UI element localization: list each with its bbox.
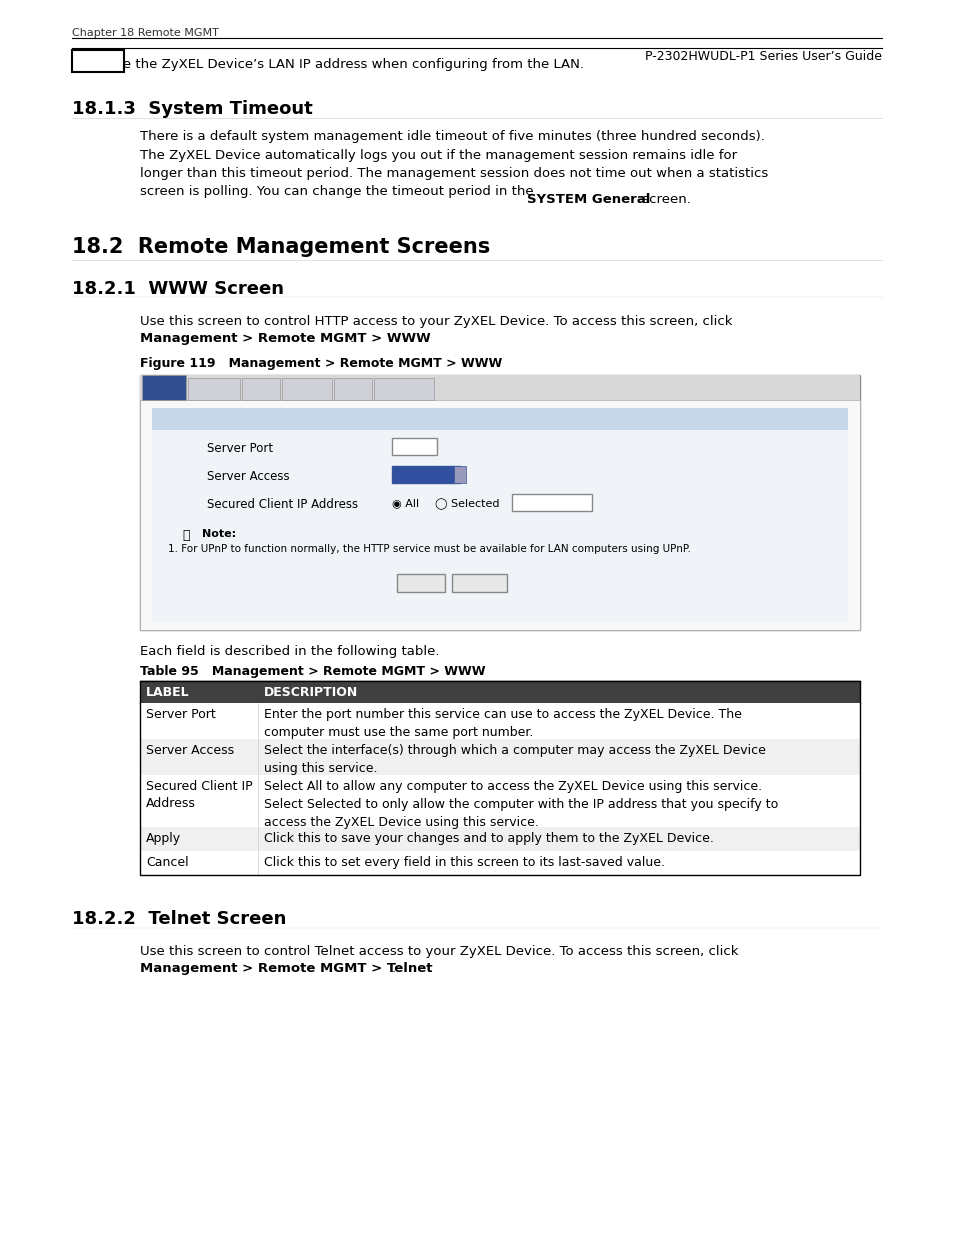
Text: Cancel: Cancel: [459, 578, 497, 588]
Text: Chapter 18 Remote MGMT: Chapter 18 Remote MGMT: [71, 28, 218, 38]
Text: Cancel: Cancel: [146, 856, 189, 869]
Text: SNMP: SNMP: [292, 383, 321, 393]
Bar: [140, 776, 859, 827]
Text: DESCRIPTION: DESCRIPTION: [264, 685, 358, 699]
Text: 18.2.2  Telnet Screen: 18.2.2 Telnet Screen: [71, 910, 286, 927]
Text: Telnet: Telnet: [198, 383, 230, 393]
Bar: [282, 378, 332, 400]
Text: Note:: Note:: [202, 529, 236, 538]
Bar: [374, 378, 434, 400]
Bar: [140, 680, 859, 703]
Bar: [152, 408, 847, 622]
Text: Management > Remote MGMT > WWW: Management > Remote MGMT > WWW: [140, 332, 431, 345]
Bar: [392, 466, 459, 483]
Text: Server Access: Server Access: [207, 471, 290, 483]
Bar: [140, 739, 859, 776]
Text: screen.: screen.: [638, 193, 690, 206]
Text: LAN & WAN: LAN & WAN: [395, 469, 455, 479]
Text: 18.1.3  System Timeout: 18.1.3 System Timeout: [71, 100, 313, 119]
Bar: [140, 851, 859, 876]
Text: Select the interface(s) through which a computer may access the ZyXEL Device
usi: Select the interface(s) through which a …: [264, 743, 765, 776]
Text: ◉ All: ◉ All: [392, 498, 418, 508]
Text: LABEL: LABEL: [146, 685, 190, 699]
Bar: [140, 375, 859, 400]
Bar: [392, 438, 436, 454]
Text: Table 95   Management > Remote MGMT > WWW: Table 95 Management > Remote MGMT > WWW: [140, 664, 485, 678]
Text: Figure 119   Management > Remote MGMT > WWW: Figure 119 Management > Remote MGMT > WW…: [140, 357, 501, 370]
Bar: [140, 680, 859, 876]
Text: Apply: Apply: [405, 578, 436, 588]
Text: Management > Remote MGMT > Telnet: Management > Remote MGMT > Telnet: [140, 962, 432, 974]
Text: .: .: [392, 962, 395, 974]
Text: WWW: WWW: [162, 412, 201, 426]
Text: 210: 210: [77, 49, 118, 69]
Text: Security: Security: [382, 383, 425, 393]
Text: Click this to set every field in this screen to its last-saved value.: Click this to set every field in this sc…: [264, 856, 664, 869]
Text: Use this screen to control Telnet access to your ZyXEL Device. To access this sc: Use this screen to control Telnet access…: [140, 945, 738, 958]
Text: •  Use the ZyXEL Device’s LAN IP address when configuring from the LAN.: • Use the ZyXEL Device’s LAN IP address …: [90, 58, 583, 70]
Bar: [334, 378, 372, 400]
Text: ▼: ▼: [456, 471, 461, 477]
Text: Use this screen to control HTTP access to your ZyXEL Device. To access this scre: Use this screen to control HTTP access t…: [140, 315, 732, 329]
Bar: [452, 574, 506, 592]
Bar: [140, 703, 859, 739]
Text: There is a default system management idle timeout of five minutes (three hundred: There is a default system management idl…: [140, 130, 767, 199]
Text: DNS: DNS: [341, 383, 364, 393]
Text: Server Port: Server Port: [146, 708, 215, 721]
Bar: [188, 378, 240, 400]
Text: 🔔: 🔔: [182, 529, 190, 542]
Text: WWW: WWW: [149, 382, 179, 391]
Bar: [142, 375, 186, 400]
Bar: [396, 574, 444, 592]
Text: SYSTEM General: SYSTEM General: [526, 193, 650, 206]
Text: Secured Client IP
Address: Secured Client IP Address: [146, 781, 253, 810]
Bar: [71, 49, 124, 72]
Text: P-2302HWUDL-P1 Series User’s Guide: P-2302HWUDL-P1 Series User’s Guide: [644, 49, 882, 63]
Bar: [512, 494, 592, 511]
Text: Enter the port number this service can use to access the ZyXEL Device. The
compu: Enter the port number this service can u…: [264, 708, 741, 739]
Bar: [140, 400, 859, 630]
Text: Server Access: Server Access: [146, 743, 233, 757]
Text: ◯ Selected: ◯ Selected: [435, 498, 499, 510]
Text: Click this to save your changes and to apply them to the ZyXEL Device.: Click this to save your changes and to a…: [264, 832, 713, 845]
Text: FTP: FTP: [252, 383, 270, 393]
Bar: [152, 408, 847, 430]
Text: 0.0.0.0: 0.0.0.0: [515, 496, 554, 508]
Bar: [454, 466, 465, 483]
Bar: [140, 375, 859, 630]
Text: 18.2.1  WWW Screen: 18.2.1 WWW Screen: [71, 280, 284, 298]
Text: Server Port: Server Port: [207, 442, 273, 454]
Text: 18.2  Remote Management Screens: 18.2 Remote Management Screens: [71, 237, 490, 257]
Bar: [242, 378, 280, 400]
Text: Each field is described in the following table.: Each field is described in the following…: [140, 645, 439, 658]
Text: .: .: [350, 332, 354, 345]
Text: Apply: Apply: [146, 832, 181, 845]
Text: 1. For UPnP to function normally, the HTTP service must be available for LAN com: 1. For UPnP to function normally, the HT…: [168, 543, 690, 555]
Text: 80: 80: [395, 441, 409, 451]
Text: Secured Client IP Address: Secured Client IP Address: [207, 498, 357, 511]
Bar: [140, 827, 859, 851]
Text: Select All to allow any computer to access the ZyXEL Device using this service.
: Select All to allow any computer to acce…: [264, 781, 778, 829]
